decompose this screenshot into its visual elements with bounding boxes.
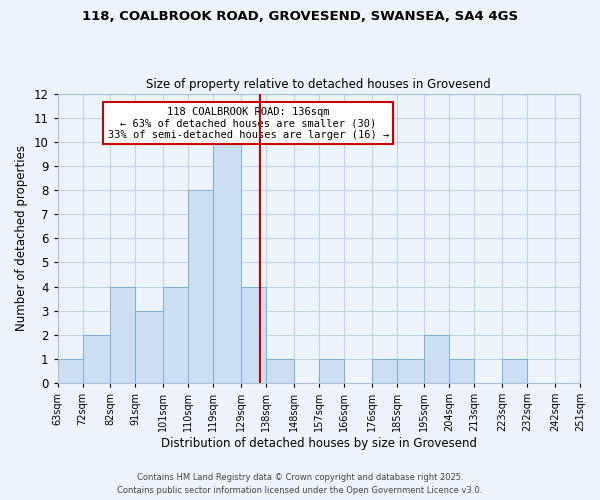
Bar [188, 190, 213, 383]
Bar [241, 286, 266, 383]
Bar [58, 359, 83, 383]
Bar [136, 310, 163, 383]
Y-axis label: Number of detached properties: Number of detached properties [15, 146, 28, 332]
Bar [266, 359, 294, 383]
Bar [502, 359, 527, 383]
X-axis label: Distribution of detached houses by size in Grovesend: Distribution of detached houses by size … [161, 437, 477, 450]
Bar [371, 359, 397, 383]
Bar [213, 142, 241, 383]
Bar [110, 286, 136, 383]
Bar [449, 359, 475, 383]
Bar [580, 359, 600, 383]
Bar [424, 335, 449, 383]
Bar [397, 359, 424, 383]
Text: 118, COALBROOK ROAD, GROVESEND, SWANSEA, SA4 4GS: 118, COALBROOK ROAD, GROVESEND, SWANSEA,… [82, 10, 518, 23]
Text: Contains HM Land Registry data © Crown copyright and database right 2025.
Contai: Contains HM Land Registry data © Crown c… [118, 474, 482, 495]
Title: Size of property relative to detached houses in Grovesend: Size of property relative to detached ho… [146, 78, 491, 91]
Text: 118 COALBROOK ROAD: 136sqm
← 63% of detached houses are smaller (30)
33% of semi: 118 COALBROOK ROAD: 136sqm ← 63% of deta… [107, 106, 389, 140]
Bar [83, 335, 110, 383]
Bar [163, 286, 188, 383]
Bar [319, 359, 344, 383]
